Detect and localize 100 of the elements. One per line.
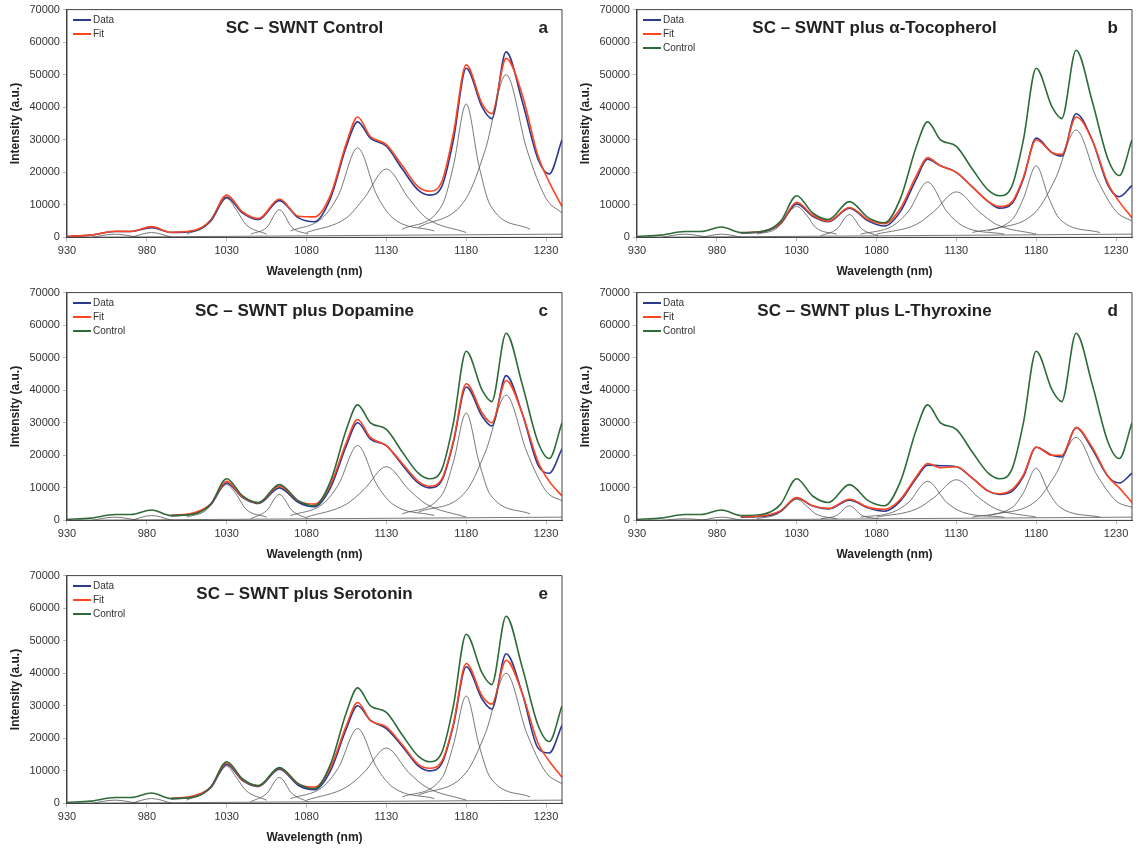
x-axis-title: Wavelength (nm) — [266, 264, 363, 279]
y-tick-label: 40000 — [29, 383, 60, 396]
x-tick-label: 930 — [627, 527, 647, 540]
y-tick-label: 50000 — [599, 67, 630, 80]
legend-label: Data — [662, 12, 685, 27]
y-tick-label: 40000 — [29, 666, 60, 679]
y-tick-label: 20000 — [599, 448, 630, 461]
x-tick-label: 1080 — [294, 810, 319, 823]
legend-label: Fit — [92, 26, 105, 41]
legend-label: Data — [92, 578, 115, 593]
text: SC – SWNT plus L-Thyroxine — [757, 300, 992, 321]
legend-label: Control — [92, 606, 126, 621]
x-tick-label: 930 — [57, 527, 77, 540]
y-tick-label: 10000 — [599, 197, 630, 210]
x-tick-label: 1080 — [864, 244, 889, 257]
x-axis-title: Wavelength (nm) — [836, 264, 933, 279]
x-axis-title: Wavelength (nm) — [836, 547, 933, 562]
legend-label: Control — [92, 323, 126, 338]
y-axis-title: Intensity (a.u.) — [7, 365, 22, 448]
x-tick-label: 1030 — [784, 244, 809, 257]
text: SC – SWNT plus α-Tocopherol — [752, 17, 997, 38]
x-tick-label: 1130 — [944, 527, 969, 540]
x-tick-label: 1030 — [214, 527, 239, 540]
legend-label: Control — [662, 323, 696, 338]
y-tick-label: 10000 — [29, 197, 60, 210]
y-tick-label: 50000 — [29, 633, 60, 646]
x-tick-label: 1130 — [374, 244, 399, 257]
y-tick-label: 50000 — [599, 350, 630, 363]
y-axis-title: Intensity (a.u.) — [7, 648, 22, 731]
y-tick-label: 30000 — [599, 132, 630, 145]
x-tick-label: 1030 — [214, 810, 239, 823]
annotation: a — [538, 17, 548, 38]
y-tick-label: 40000 — [599, 100, 630, 113]
x-tick-label: 1030 — [214, 244, 239, 257]
y-tick-label: 30000 — [29, 415, 60, 428]
y-tick-label: 0 — [53, 513, 60, 526]
y-tick-label: 70000 — [29, 285, 60, 298]
x-tick-label: 1080 — [294, 244, 319, 257]
x-tick-label: 980 — [707, 527, 727, 540]
y-tick-label: 60000 — [29, 318, 60, 331]
y-tick-label: 40000 — [29, 100, 60, 113]
x-tick-label: 980 — [137, 527, 157, 540]
x-tick-label: 980 — [137, 810, 157, 823]
y-tick-label: 40000 — [599, 383, 630, 396]
y-tick-label: 10000 — [29, 480, 60, 493]
x-tick-label: 1230 — [1103, 244, 1129, 257]
x-tick-label: 1180 — [454, 810, 479, 823]
y-tick-label: 70000 — [599, 285, 630, 298]
legend-label: Data — [92, 12, 115, 27]
legend-label: Data — [92, 295, 115, 310]
x-tick-label: 1180 — [454, 244, 479, 257]
legend-label: Fit — [92, 309, 105, 324]
y-tick-label: 60000 — [29, 35, 60, 48]
legend-label: Fit — [662, 26, 675, 41]
y-tick-label: 20000 — [29, 731, 60, 744]
x-tick-label: 1230 — [533, 527, 559, 540]
text: SC – SWNT Control — [225, 17, 384, 38]
text: SC – SWNT plus Dopamine — [194, 300, 415, 321]
x-tick-label: 930 — [57, 810, 77, 823]
x-axis-title: Wavelength (nm) — [266, 830, 363, 845]
y-tick-label: 50000 — [29, 350, 60, 363]
y-tick-label: 20000 — [599, 165, 630, 178]
y-tick-label: 30000 — [29, 132, 60, 145]
y-tick-label: 0 — [53, 230, 60, 243]
x-tick-label: 980 — [707, 244, 727, 257]
legend-label: Fit — [662, 309, 675, 324]
legend-label: Data — [662, 295, 685, 310]
annotation: e — [538, 583, 548, 604]
x-tick-label: 1230 — [533, 244, 559, 257]
legend-label: Control — [662, 40, 696, 55]
x-tick-label: 1130 — [374, 810, 399, 823]
y-tick-label: 70000 — [599, 2, 630, 15]
x-tick-label: 1080 — [294, 527, 319, 540]
y-tick-label: 10000 — [599, 480, 630, 493]
y-axis-title: Intensity (a.u.) — [7, 82, 22, 165]
y-tick-label: 0 — [623, 513, 630, 526]
y-tick-label: 60000 — [599, 318, 630, 331]
y-tick-label: 60000 — [29, 601, 60, 614]
y-tick-label: 0 — [623, 230, 630, 243]
x-tick-label: 1180 — [1024, 527, 1049, 540]
y-tick-label: 70000 — [29, 2, 60, 15]
annotation: d — [1107, 300, 1118, 321]
x-tick-label: 1180 — [1024, 244, 1049, 257]
y-tick-label: 10000 — [29, 763, 60, 776]
annotation: c — [538, 300, 548, 321]
y-tick-label: 30000 — [599, 415, 630, 428]
x-tick-label: 1230 — [1103, 527, 1129, 540]
x-axis-title: Wavelength (nm) — [266, 547, 363, 562]
y-tick-label: 0 — [53, 796, 60, 809]
x-tick-label: 930 — [627, 244, 647, 257]
x-tick-label: 1180 — [454, 527, 479, 540]
y-tick-label: 60000 — [599, 35, 630, 48]
y-axis-title: Intensity (a.u.) — [577, 82, 592, 165]
text: SC – SWNT plus Serotonin — [196, 583, 413, 604]
legend-label: Fit — [92, 592, 105, 607]
y-tick-label: 20000 — [29, 448, 60, 461]
x-tick-label: 1080 — [864, 527, 889, 540]
y-tick-label: 50000 — [29, 67, 60, 80]
y-tick-label: 30000 — [29, 698, 60, 711]
x-tick-label: 1130 — [944, 244, 969, 257]
